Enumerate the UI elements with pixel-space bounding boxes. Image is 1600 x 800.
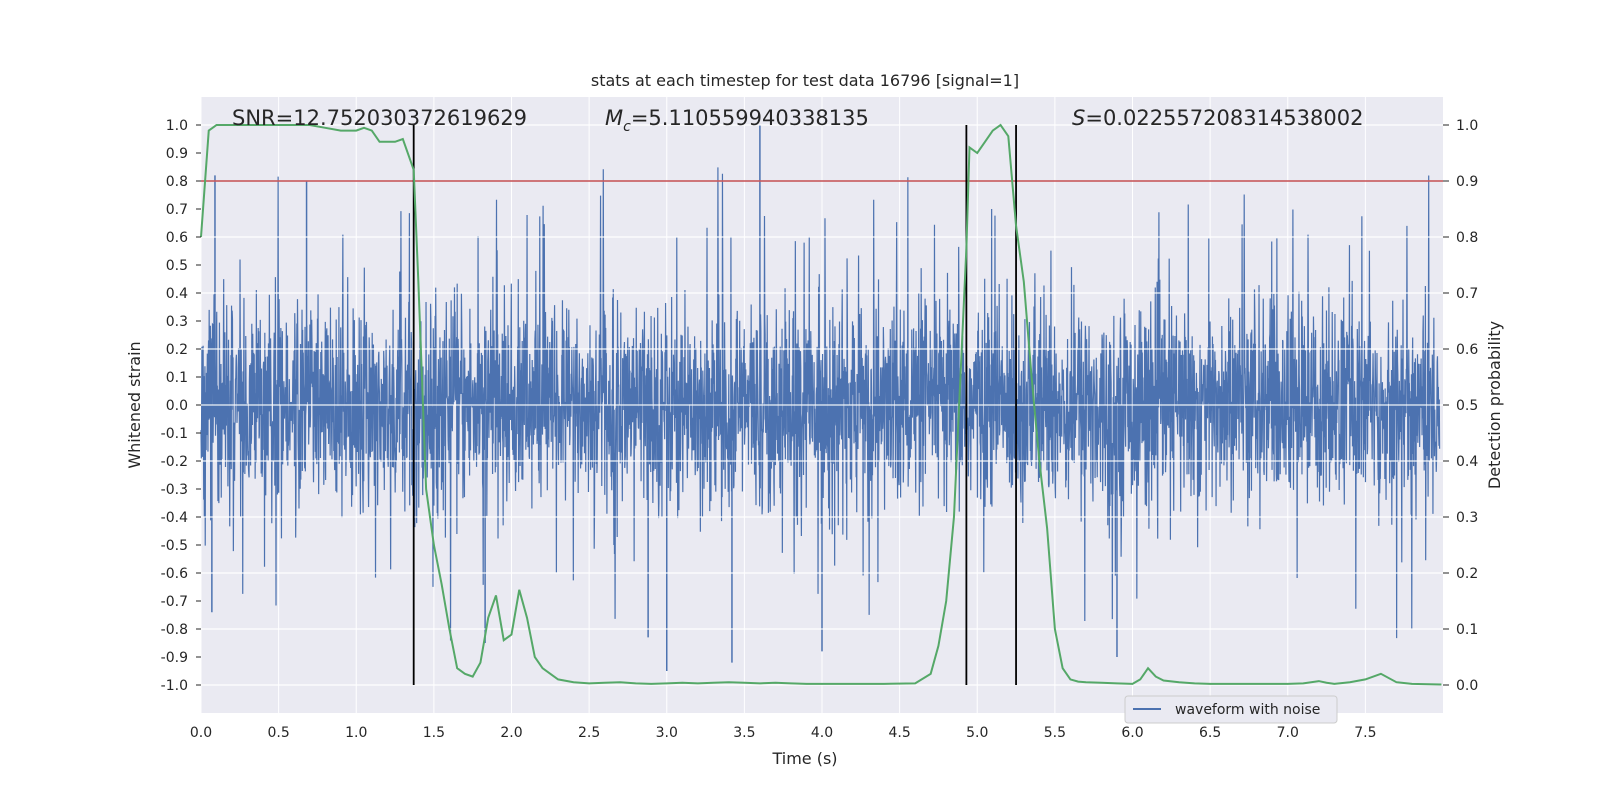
y-right-tick-label: 0.3 <box>1456 510 1478 526</box>
x-tick-label: 5.0 <box>966 725 988 741</box>
y-tick-label: -0.2 <box>161 454 188 470</box>
s-symbol: S <box>1072 106 1085 130</box>
x-tick-label: 7.0 <box>1277 725 1299 741</box>
y-right-tick-label: 0.2 <box>1456 566 1478 582</box>
y-tick-label: 0.2 <box>166 342 188 358</box>
x-tick-label: 7.5 <box>1354 725 1376 741</box>
axes: 0.0 0.5 1.0 1.5 2.0 2.5 3.0 3.5 4.0 4.5 5.0 5.5 6.0 6… <box>161 118 1479 741</box>
y-tick-label: -0.5 <box>161 538 188 554</box>
legend-label: waveform with noise <box>1175 702 1320 718</box>
snr-annotation: SNR=12.752030372619629 <box>232 106 527 130</box>
x-tick-label: 5.5 <box>1044 725 1066 741</box>
y-tick-label: -0.7 <box>161 594 188 610</box>
y-right-tick-label: 0.9 <box>1456 174 1478 190</box>
x-tick-label: 6.5 <box>1199 725 1221 741</box>
y-tick-label: 0.5 <box>166 258 188 274</box>
y-right-axis-label: Detection probability <box>1485 321 1504 489</box>
legend: waveform with noise <box>1124 695 1338 724</box>
x-tick-label: 4.5 <box>888 725 910 741</box>
y-tick-label: -0.6 <box>161 566 188 582</box>
x-tick-label: 1.0 <box>345 725 367 741</box>
y-tick-label: 0.6 <box>166 230 188 246</box>
y-right-tick-label: 0.6 <box>1456 342 1478 358</box>
waveform-line <box>200 167 1441 641</box>
y-right-tick-label: 0.0 <box>1456 678 1478 694</box>
x-tick-label: 2.5 <box>578 725 600 741</box>
y-tick-label: -0.1 <box>161 426 188 442</box>
mc-value: =5.110559940338135 <box>631 106 869 130</box>
s-value: =0.022557208314538002 <box>1085 106 1363 130</box>
x-tick-label: 2.0 <box>500 725 522 741</box>
y-tick-label: -0.8 <box>161 622 188 638</box>
mc-subscript: c <box>623 119 631 135</box>
y-right-tick-label: 0.4 <box>1456 454 1478 470</box>
y-right-tick-label: 0.1 <box>1456 622 1478 638</box>
y-tick-label: -0.9 <box>161 650 188 666</box>
chirp-mass-annotation: Mc=5.110559940338135 <box>605 106 869 135</box>
y-tick-label: 0.3 <box>166 314 188 330</box>
mc-symbol: M <box>605 106 623 130</box>
x-tick-label: 3.5 <box>733 725 755 741</box>
y-tick-label: 0.8 <box>166 174 188 190</box>
y-right-tick-label: 0.7 <box>1456 286 1478 302</box>
y-tick-label: -1.0 <box>161 678 188 694</box>
y-tick-label: 0.4 <box>166 286 188 302</box>
y-right-tick-label: 0.8 <box>1456 230 1478 246</box>
s-annotation: S=0.022557208314538002 <box>1072 106 1363 130</box>
legend-box <box>1124 695 1338 724</box>
chart-title: stats at each timestep for test data 167… <box>591 71 1019 90</box>
x-axis-label: Time (s) <box>771 749 837 768</box>
y-right-tick-label: 1.0 <box>1456 118 1478 134</box>
y-tick-label: 0.1 <box>166 370 188 386</box>
y-tick-label: 0.7 <box>166 202 188 218</box>
x-tick-label: 0.0 <box>190 725 212 741</box>
x-tick-label: 1.5 <box>423 725 445 741</box>
probability-line <box>200 123 1442 686</box>
y-tick-label: 0.9 <box>166 146 188 162</box>
x-tick-label: 3.0 <box>656 725 678 741</box>
y-right-tick-label: 0.5 <box>1456 398 1478 414</box>
y-tick-label: -0.3 <box>161 482 188 498</box>
y-axis-label: Whitened strain <box>125 341 144 468</box>
x-tick-label: 6.0 <box>1121 725 1143 741</box>
x-tick-label: 0.5 <box>267 725 289 741</box>
y-tick-label: 0.0 <box>166 398 188 414</box>
y-tick-label: 1.0 <box>166 118 188 134</box>
overlay-lines <box>200 123 1443 686</box>
x-tick-label: 4.0 <box>811 725 833 741</box>
y-tick-label: -0.4 <box>161 510 188 526</box>
